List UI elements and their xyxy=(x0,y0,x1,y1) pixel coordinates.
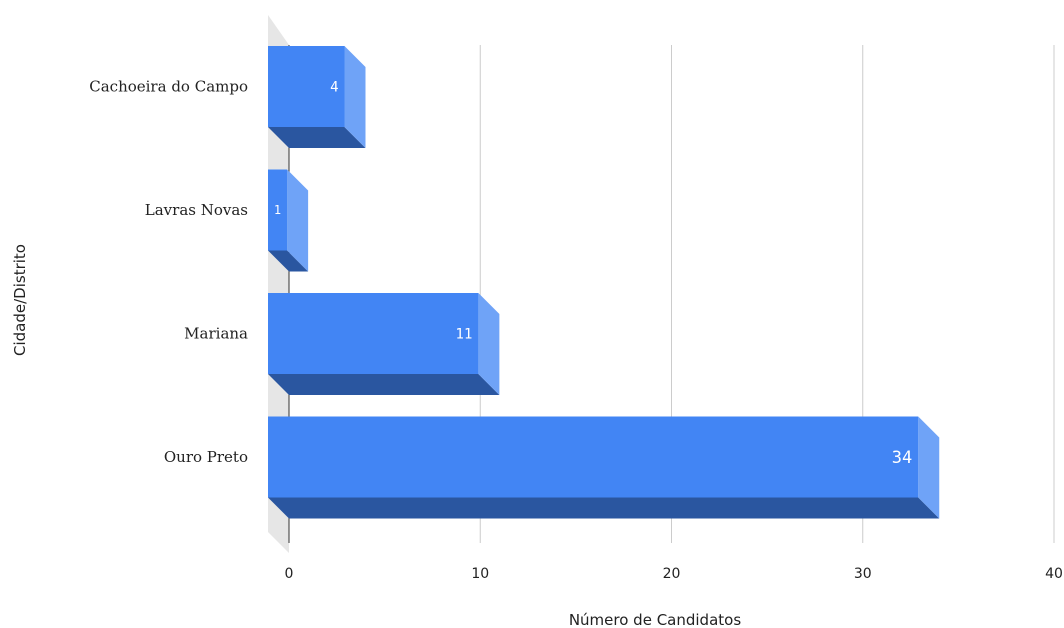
data-label: 1 xyxy=(274,203,281,217)
bar-front-face xyxy=(268,293,479,374)
x-tick-label: 0 xyxy=(285,566,294,582)
bar: 4 xyxy=(268,46,366,148)
bar-front-face xyxy=(268,46,345,127)
bar-bottom-face xyxy=(268,250,309,272)
x-tick-label: 40 xyxy=(1045,566,1063,582)
bar-bottom-face xyxy=(268,497,940,519)
bar-front-face xyxy=(268,169,288,251)
bar-front-face xyxy=(268,416,919,498)
category-label: Mariana xyxy=(184,325,248,343)
category-label: Lavras Novas xyxy=(145,201,248,219)
x-tick-label: 20 xyxy=(663,566,681,582)
data-label: 34 xyxy=(892,448,912,468)
bar: 11 xyxy=(268,293,500,395)
x-tick-label: 10 xyxy=(471,566,489,582)
x-tick-label: 30 xyxy=(854,566,872,582)
bar-side-face xyxy=(478,293,500,395)
bar: 34 xyxy=(268,416,940,519)
data-label: 11 xyxy=(456,326,473,342)
category-label: Cachoeira do Campo xyxy=(89,78,248,96)
bar-bottom-face xyxy=(268,374,500,395)
y-axis-title: Cidade/Distrito xyxy=(11,244,29,356)
category-labels: Cachoeira do Campo Lavras Novas Mariana Our… xyxy=(89,78,248,467)
bar-side-face xyxy=(344,46,366,148)
bar: 1 xyxy=(268,169,309,272)
x-tick-labels: 0 10 20 30 40 xyxy=(285,566,1063,582)
bar-side-face xyxy=(918,416,940,519)
data-label: 4 xyxy=(330,79,338,95)
category-label: Ouro Preto xyxy=(164,448,248,466)
bar-side-face xyxy=(287,169,309,272)
x-axis-title: Número de Candidatos xyxy=(569,611,742,628)
bar-bottom-face xyxy=(268,127,366,148)
